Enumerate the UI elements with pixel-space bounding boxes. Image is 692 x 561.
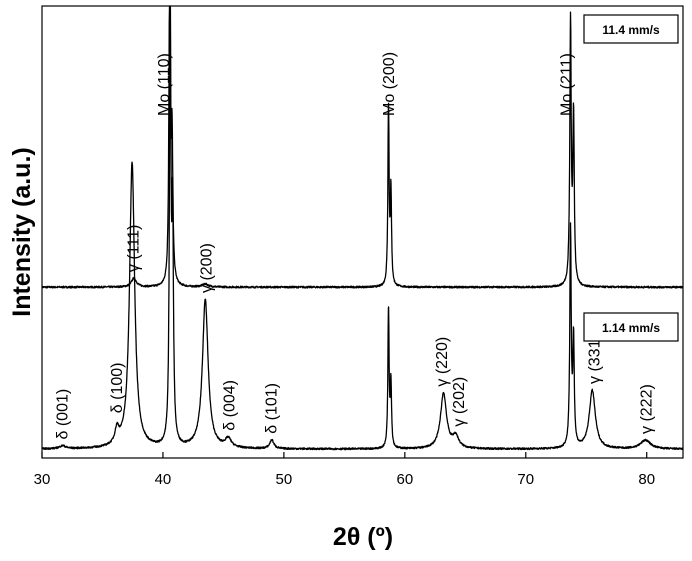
peak-label: Mo (211) (559, 53, 576, 116)
x-axis-label: 2θ (º) (333, 523, 393, 551)
peak-label: Mo (110) (156, 53, 173, 116)
peak-label: γ (111) (126, 225, 143, 272)
x-axis-ticks: 30 40 50 60 70 80 (34, 452, 655, 488)
y-axis-label: Intensity (a.u.) (8, 147, 36, 316)
xrd-trace-top (41, 5, 684, 289)
x-tick-label: 70 (517, 471, 534, 488)
peak-label: δ (004) (221, 380, 238, 431)
x-tick-label: 40 (155, 471, 172, 488)
peak-label: γ (200) (198, 243, 215, 293)
plot-border (41, 5, 684, 459)
peak-label: γ (222) (639, 384, 656, 434)
peak-labels: γ (111) Mo (110) Mo (200) Mo (211) δ (001) δ … (54, 52, 655, 440)
x-tick-label: 80 (638, 471, 655, 488)
x-tick-label: 50 (276, 471, 293, 488)
panel-legends: 11.4 mm/s 1.14 mm/s (583, 14, 679, 342)
x-tick-label: 60 (396, 471, 413, 488)
legend-box (583, 312, 679, 342)
xrd-traces (41, 5, 684, 451)
legend-label: 1.14 mm/s (602, 321, 660, 335)
xrd-trace-bottom (41, 5, 684, 451)
peak-label: δ (100) (109, 362, 126, 413)
peak-label: δ (101) (264, 383, 281, 434)
peak-label: γ (202) (451, 377, 468, 427)
legend-label: 11.4 mm/s (602, 23, 660, 37)
peak-label: γ (220) (434, 337, 451, 387)
peak-label: Mo (200) (381, 52, 398, 116)
x-tick-label: 30 (34, 471, 51, 488)
plot-frame (41, 5, 684, 459)
peak-label: γ (331) (587, 334, 604, 384)
legend-box (583, 14, 679, 44)
peak-label: δ (001) (54, 389, 71, 440)
